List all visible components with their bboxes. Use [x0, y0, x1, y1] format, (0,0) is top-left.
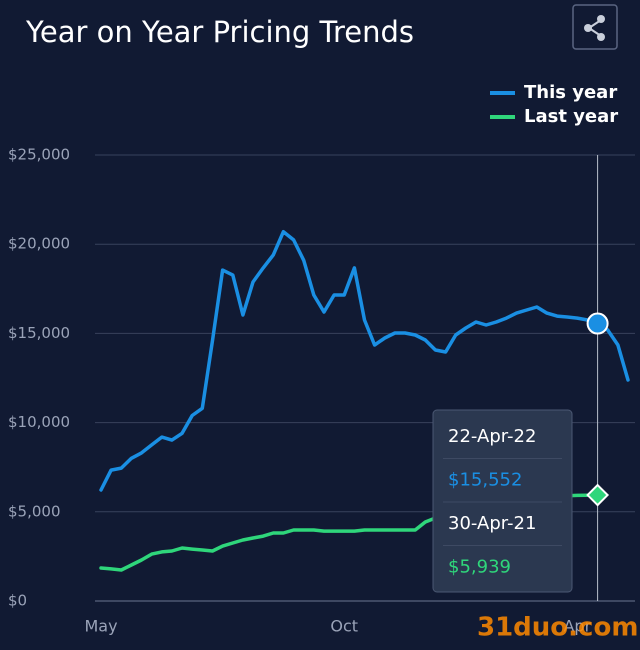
x-tick-label: Apr: [563, 617, 591, 636]
y-tick-label: $0: [8, 592, 27, 610]
y-tick-label: $5,000: [8, 502, 61, 520]
share-button[interactable]: [572, 4, 618, 50]
watermark: 31duo.com: [477, 613, 638, 643]
share-icon: [584, 24, 592, 32]
chart-title: Year on Year Pricing Trends: [25, 15, 414, 49]
x-tick-label: Oct: [330, 617, 358, 636]
tooltip-value: $5,939: [448, 557, 511, 578]
tooltip-box: [432, 409, 573, 593]
tooltip-date: 30-Apr-21: [448, 513, 536, 534]
y-tick-label: $20,000: [8, 235, 70, 253]
legend-label: Last year: [524, 106, 618, 127]
hover-marker: [586, 483, 610, 507]
series-line: [99, 229, 630, 492]
share-icon: [597, 33, 605, 41]
share-box[interactable]: [572, 4, 618, 50]
tooltip-value: $15,552: [448, 470, 522, 491]
tooltip-date: 22-Apr-22: [448, 426, 536, 447]
y-tick-label: $25,000: [8, 146, 70, 164]
share-icon: [597, 15, 605, 23]
y-tick-label: $10,000: [8, 413, 70, 431]
x-tick-label: May: [84, 617, 117, 636]
tooltip: 22-Apr-22 $15,552 30-Apr-21 $5,939: [432, 409, 573, 593]
legend-label: This year: [524, 82, 617, 103]
hover-marker: [586, 312, 609, 335]
y-tick-label: $15,000: [8, 324, 70, 342]
